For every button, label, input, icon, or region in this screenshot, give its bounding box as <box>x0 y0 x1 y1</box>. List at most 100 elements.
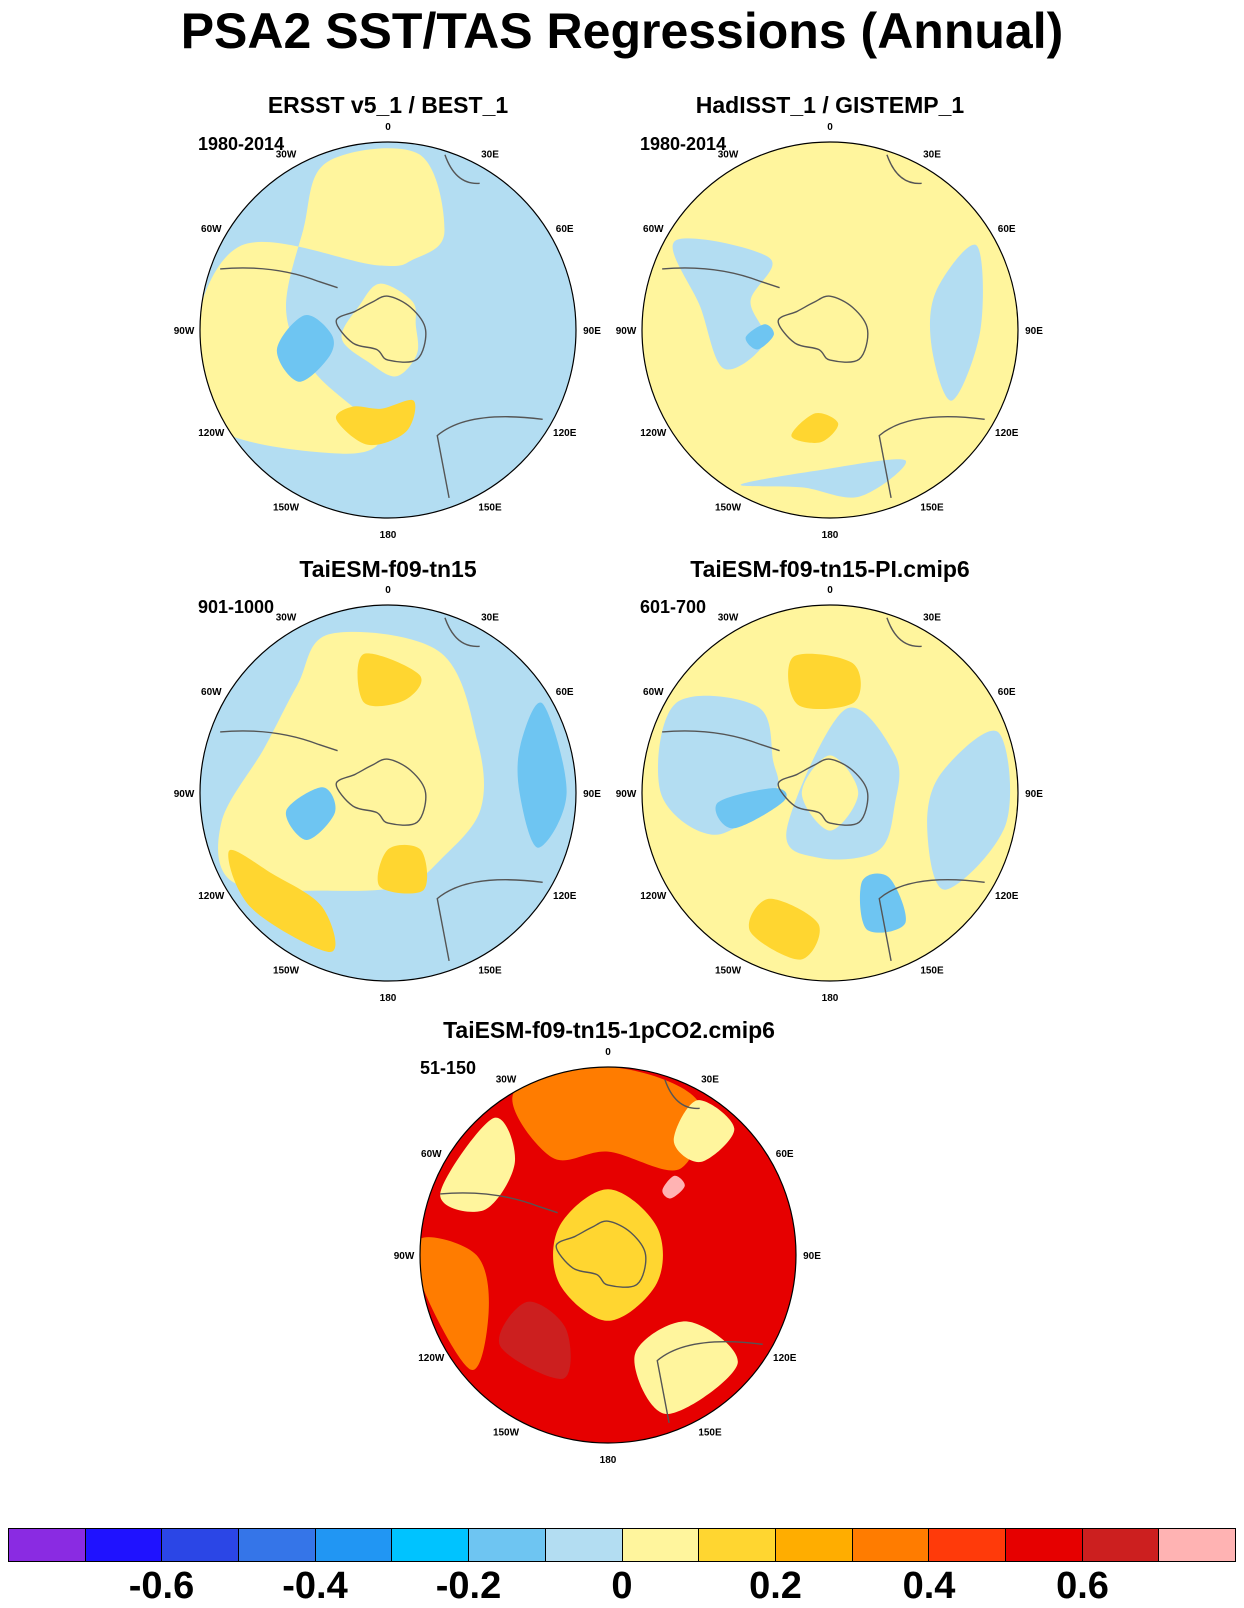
panel-1-title: ERSST v5_1 / BEST_1 <box>267 92 509 118</box>
map-background-field <box>200 142 576 518</box>
positive-anomaly-region <box>350 748 426 838</box>
longitude-label: 120E <box>553 428 577 439</box>
negative-anomaly-region <box>517 702 567 848</box>
positive-anomaly-region <box>200 148 445 454</box>
extreme-warming-region <box>662 1175 685 1199</box>
south-america-coastline <box>662 730 780 752</box>
longitude-label: 120W <box>640 428 667 439</box>
longitude-label: 120W <box>640 891 667 902</box>
negative-anomaly-region <box>276 315 334 382</box>
strong-positive-anomaly-region <box>228 849 336 953</box>
colorbar-tick-label: -0.6 <box>128 1565 195 1607</box>
longitude-label: 180 <box>822 530 839 541</box>
longitude-label: 90W <box>616 326 637 337</box>
panel-4-title: TaiESM-f09-tn15-PI.cmip6 <box>690 556 970 582</box>
longitude-label: 120W <box>198 428 225 439</box>
longitude-label: 90E <box>1025 789 1043 800</box>
land-region <box>440 1117 516 1212</box>
colorbar-tick-label: 0.2 <box>749 1565 802 1607</box>
longitude-label: 180 <box>380 993 397 1004</box>
colorbar-box <box>1082 1529 1160 1561</box>
antarctica-coastline <box>335 758 427 826</box>
longitude-label: 150E <box>698 1428 722 1439</box>
longitude-label: 120W <box>198 891 225 902</box>
longitude-label: 60W <box>201 687 222 698</box>
longitude-label: 30E <box>923 612 941 623</box>
panel-1-period: 1980-2014 <box>198 134 285 154</box>
colorbar <box>8 1528 1236 1562</box>
colorbar-box <box>699 1529 776 1561</box>
africa-coastline <box>444 617 480 648</box>
negative-anomaly-region <box>657 695 779 835</box>
negative-anomaly-region <box>929 244 983 401</box>
longitude-label: 0 <box>385 585 391 596</box>
negative-anomaly-region <box>786 707 900 860</box>
map-background-field <box>642 142 1018 518</box>
longitude-label: 60E <box>556 687 574 698</box>
strong-positive-anomaly-region <box>357 653 422 707</box>
south-america-coastline <box>440 1192 558 1214</box>
map-border <box>641 141 1019 519</box>
longitude-label: 30E <box>701 1074 719 1085</box>
antarctica-coastline <box>777 295 869 363</box>
africa-coastline <box>444 154 480 185</box>
map-background-field <box>200 605 576 981</box>
colorbar-box <box>1005 1529 1083 1561</box>
positive-anomaly-region <box>801 755 859 831</box>
map-border <box>199 141 577 519</box>
colorbar-box <box>469 1529 546 1561</box>
longitude-label: 90E <box>1025 326 1043 337</box>
longitude-label: 30W <box>276 612 297 623</box>
positive-anomaly-region <box>218 631 485 891</box>
longitude-label: 60W <box>201 224 222 235</box>
longitude-label: 30W <box>496 1074 517 1085</box>
africa-coastline <box>664 1079 700 1110</box>
map-border <box>419 1066 797 1444</box>
antarctica-coastline <box>335 295 427 363</box>
longitude-label: 90W <box>174 326 195 337</box>
africa-coastline <box>886 617 922 648</box>
longitude-label: 60W <box>643 687 664 698</box>
colorbar-tick-label: 0 <box>611 1565 633 1607</box>
longitude-label: 90E <box>583 789 601 800</box>
positive-anomaly-region <box>341 283 419 377</box>
longitude-label: 30E <box>481 149 499 160</box>
panel-2-title: HadISST_1 / GISTEMP_1 <box>695 92 965 118</box>
panel-3-title: TaiESM-f09-tn15 <box>299 556 477 582</box>
longitude-label: 60W <box>421 1149 442 1160</box>
longitude-label: 60E <box>776 1149 794 1160</box>
colorbar-tick-label: 0.4 <box>902 1565 956 1607</box>
map-border <box>641 604 1019 982</box>
negative-anomaly-region <box>672 238 773 370</box>
south-america-coastline <box>220 730 338 752</box>
negative-anomaly-region <box>740 459 907 498</box>
longitude-label: 150W <box>273 503 300 514</box>
colorbar-box <box>929 1529 1006 1561</box>
colorbar-box <box>622 1529 700 1561</box>
strong-positive-anomaly-region <box>377 844 428 894</box>
map-background-field <box>642 605 1018 981</box>
longitude-label: 180 <box>600 1455 617 1466</box>
land-region <box>673 1100 735 1163</box>
colorbar-tick-label: -0.2 <box>435 1565 502 1607</box>
colorbar-box <box>392 1529 470 1561</box>
longitude-label: 90E <box>583 326 601 337</box>
south-america-coastline <box>662 267 780 289</box>
longitude-label: 0 <box>827 122 833 133</box>
figure-title: PSA2 SST/TAS Regressions (Annual) <box>180 3 1064 59</box>
negative-anomaly-region <box>859 873 906 933</box>
colorbar-box <box>775 1529 853 1561</box>
australia-coastline <box>656 1341 763 1423</box>
south-america-coastline <box>220 267 338 289</box>
colorbar-box <box>545 1529 623 1561</box>
warming-region <box>512 1067 702 1171</box>
australia-coastline <box>436 879 543 961</box>
longitude-label: 90W <box>174 789 195 800</box>
colorbar-box <box>852 1529 930 1561</box>
longitude-label: 60E <box>556 224 574 235</box>
longitude-label: 60E <box>998 687 1016 698</box>
africa-coastline <box>886 154 922 185</box>
land-region <box>634 1321 738 1415</box>
colorbar-tick-label: -0.4 <box>282 1565 348 1607</box>
longitude-label: 30E <box>481 612 499 623</box>
